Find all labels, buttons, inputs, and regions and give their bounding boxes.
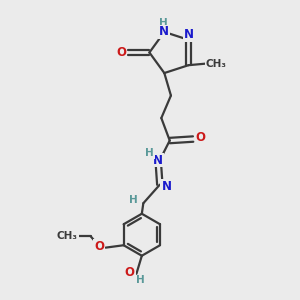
Text: N: N [153, 154, 163, 166]
Text: O: O [125, 266, 135, 279]
Text: N: N [184, 28, 194, 41]
Text: O: O [116, 46, 126, 59]
Text: O: O [196, 131, 206, 144]
Text: H: H [129, 195, 138, 205]
Text: H: H [159, 18, 168, 28]
Text: O: O [94, 240, 104, 253]
Text: CH₃: CH₃ [206, 59, 227, 69]
Text: H: H [145, 148, 154, 158]
Text: CH₃: CH₃ [57, 231, 78, 241]
Text: N: N [161, 180, 171, 193]
Text: N: N [159, 26, 169, 38]
Text: H: H [136, 275, 144, 285]
